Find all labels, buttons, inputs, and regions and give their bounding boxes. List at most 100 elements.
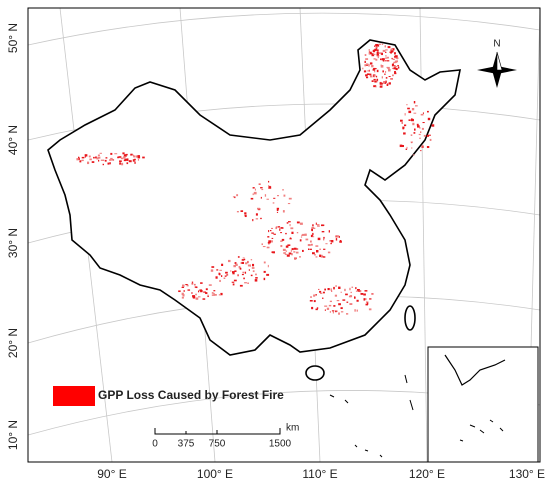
fire-pixel: [351, 286, 354, 288]
fire-pixel: [290, 249, 292, 252]
fire-pixel: [110, 152, 113, 155]
fire-pixel: [332, 311, 334, 314]
scale-bar: [154, 428, 281, 435]
fire-pixel: [420, 113, 424, 116]
fire-pixel: [421, 144, 424, 147]
lon-label: 120° E: [409, 467, 445, 481]
fire-pixel: [280, 240, 283, 242]
fire-pixel: [198, 296, 201, 298]
fire-pixel: [185, 284, 188, 286]
fire-pixel: [119, 162, 121, 165]
fire-pixel: [282, 248, 286, 251]
fire-pixel: [378, 43, 382, 45]
fire-pixel: [330, 288, 332, 291]
fire-pixel: [263, 261, 266, 264]
fire-pixel: [124, 158, 127, 161]
fire-pixel: [232, 283, 235, 286]
fire-pixel: [390, 78, 393, 80]
fire-pixel: [114, 153, 118, 155]
fire-pixel: [375, 86, 377, 88]
fire-pixel: [182, 294, 185, 297]
fire-pixel: [199, 289, 203, 292]
fire-pixel: [356, 309, 358, 312]
fire-pixel: [239, 266, 241, 269]
fire-pixel: [420, 131, 422, 133]
fire-pixel: [374, 69, 376, 73]
fire-pixel: [183, 290, 185, 292]
fire-pixel: [381, 76, 383, 79]
fire-pixel: [137, 155, 140, 157]
fire-pixel: [105, 157, 108, 159]
fire-pixel: [311, 306, 314, 310]
country-outline: [47, 39, 461, 356]
fire-pixel: [97, 154, 100, 157]
fire-pixel: [261, 189, 264, 191]
fire-pixel: [333, 305, 336, 307]
fire-pixel: [316, 307, 319, 309]
fire-pixel: [365, 303, 368, 306]
fire-pixel: [288, 252, 292, 255]
fire-pixel: [402, 128, 405, 130]
fire-pixel: [419, 137, 421, 139]
fire-pixel: [395, 57, 399, 59]
fire-pixel: [376, 55, 380, 57]
fire-pixel: [245, 262, 248, 265]
fire-layer: [76, 43, 435, 315]
fire-pixel: [405, 148, 408, 150]
fire-pixel: [363, 293, 366, 296]
fire-pixel: [192, 295, 195, 298]
fire-pixel: [394, 66, 397, 68]
fire-pixel: [394, 56, 397, 58]
fire-pixel: [391, 48, 395, 51]
map-frame: [27, 7, 541, 463]
fire-pixel: [255, 218, 259, 220]
fire-pixel: [315, 222, 317, 225]
fire-pixel: [380, 65, 384, 68]
fire-pixel: [346, 313, 349, 315]
fire-pixel: [387, 60, 390, 62]
fire-pixel: [406, 146, 408, 149]
fire-pixel: [250, 274, 253, 277]
fire-pixel: [241, 274, 244, 276]
fire-pixel: [270, 240, 273, 243]
fire-pixel: [350, 291, 352, 294]
fire-pixel: [295, 248, 299, 250]
fire-pixel: [257, 207, 260, 210]
fire-pixel: [321, 224, 323, 226]
fire-pixel: [255, 273, 257, 276]
fire-pixel: [195, 286, 198, 289]
fire-pixel: [375, 47, 378, 49]
fire-pixel: [205, 288, 208, 291]
fire-pixel: [226, 274, 229, 276]
fire-pixel: [216, 269, 219, 271]
fire-pixel: [237, 256, 240, 258]
fire-pixel: [252, 263, 255, 267]
fire-pixel: [296, 232, 299, 234]
fire-pixel: [408, 110, 412, 114]
fire-pixel: [299, 239, 302, 242]
fire-pixel: [411, 118, 413, 120]
fire-pixel: [383, 81, 385, 84]
fire-pixel: [295, 251, 299, 254]
fire-pixel: [374, 45, 376, 47]
fire-pixel: [251, 267, 255, 269]
fire-pixel: [241, 259, 245, 261]
fire-pixel: [382, 70, 384, 73]
fire-pixel: [250, 259, 253, 261]
fire-pixel: [93, 156, 95, 159]
fire-pixel: [271, 251, 273, 254]
fire-pixel: [418, 133, 421, 136]
fire-pixel: [233, 279, 237, 282]
fire-pixel: [426, 134, 430, 137]
fire-pixel: [252, 270, 255, 273]
fire-pixel: [411, 118, 414, 122]
fire-pixel: [231, 281, 235, 283]
fire-pixel: [220, 292, 223, 296]
fire-pixel: [323, 236, 325, 239]
fire-pixel: [260, 196, 262, 199]
fire-pixel: [384, 57, 388, 59]
fire-pixel: [211, 292, 214, 294]
islands: [329, 374, 414, 458]
fire-pixel: [207, 295, 209, 298]
fire-pixel: [369, 62, 373, 65]
